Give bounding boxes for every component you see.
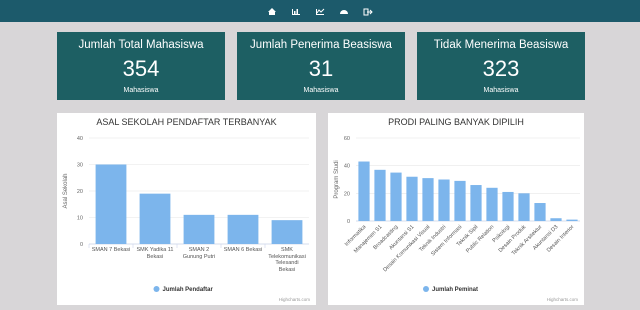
bar <box>406 176 418 221</box>
bar <box>454 180 466 221</box>
bar <box>183 214 215 244</box>
navbar <box>0 0 640 22</box>
bar <box>390 172 402 221</box>
bar-icon[interactable] <box>292 9 300 15</box>
y-tick-label: 40 <box>77 136 83 142</box>
x-tick-label-box: SMAN 2 Gunung Putri <box>182 247 216 260</box>
bar <box>502 191 514 221</box>
card-unit: Mahasiswa <box>123 87 159 94</box>
bar <box>518 193 530 221</box>
stat-card: Jumlah Total Mahasiswa 354 Mahasiswa <box>57 32 225 100</box>
y-tick-label: 40 <box>344 164 350 170</box>
bar <box>486 187 498 221</box>
y-axis-title: Program Studi <box>334 160 340 198</box>
y-tick-label: 20 <box>344 191 350 197</box>
bar <box>550 218 562 221</box>
nav-icons <box>268 8 373 16</box>
card-value: 354 <box>122 56 160 81</box>
bar <box>422 178 434 221</box>
x-tick-label: SMK Yadika 11 Bekasi <box>136 247 174 260</box>
x-tick-label: SMAN 2 Gunung Putri <box>182 247 216 260</box>
bar <box>534 203 546 221</box>
y-axis-title: Asal Sekolah <box>63 173 69 208</box>
chart-panel: PRODI PALING BANYAK DIPILIH Program Studi… <box>328 113 584 305</box>
bar <box>95 164 127 244</box>
y-tick-label: 60 <box>344 136 350 142</box>
line-icon[interactable] <box>316 8 325 15</box>
stat-card: Jumlah Penerima Beasiswa 31 Mahasiswa <box>237 32 405 100</box>
legend-label: Jumlah Peminat <box>432 287 478 293</box>
legend-symbol <box>423 286 429 292</box>
legend-symbol <box>153 286 160 292</box>
y-tick-label: 20 <box>77 189 83 195</box>
gauge-icon[interactable] <box>340 10 348 14</box>
y-tick-label: 0 <box>347 219 350 225</box>
card-value: 31 <box>308 56 334 81</box>
chart: PRODI PALING BANYAK DIPILIH Program Studi… <box>334 117 580 302</box>
logout-icon[interactable] <box>363 8 373 16</box>
chart-title: ASAL SEKOLAH PENDAFTAR TERBANYAK <box>96 117 276 127</box>
card-value: 323 <box>482 56 520 81</box>
chart-title: PRODI PALING BANYAK DIPILIH <box>388 117 524 127</box>
legend-label: Jumlah Pendaftar <box>163 287 214 293</box>
stat-card: Tidak Menerima Beasiswa 323 Mahasiswa <box>417 32 585 100</box>
x-tick-label: SMK Telekomunikasi Telesandi Bekasi <box>268 247 306 273</box>
y-tick-label: 0 <box>80 242 83 248</box>
bar <box>271 220 303 244</box>
x-tick-label-box: SMAN 6 Bekasi <box>223 247 263 253</box>
bar <box>374 169 386 221</box>
credit: Highcharts.com <box>547 297 579 302</box>
x-tick-label-box: SMK Telekomunikasi Telesandi Bekasi <box>268 247 306 273</box>
home-icon[interactable] <box>268 8 276 15</box>
card-title: Jumlah Total Mahasiswa <box>78 39 204 51</box>
bar <box>358 161 370 221</box>
card-title: Tidak Menerima Beasiswa <box>433 39 569 51</box>
y-tick-label: 10 <box>77 216 83 222</box>
card-unit: Mahasiswa <box>303 87 339 94</box>
x-tick-label: SMAN 7 Bekasi <box>91 247 131 253</box>
x-tick-label-box: SMK Yadika 11 Bekasi <box>136 247 174 260</box>
x-tick-label: SMAN 6 Bekasi <box>223 247 263 253</box>
bar <box>470 185 482 221</box>
card-title: Jumlah Penerima Beasiswa <box>250 39 392 51</box>
x-tick-label-box: SMAN 7 Bekasi <box>91 247 131 253</box>
chart-panel: ASAL SEKOLAH PENDAFTAR TERBANYAK Asal Sek… <box>57 113 316 305</box>
y-tick-label: 30 <box>77 163 83 169</box>
bar <box>566 219 578 221</box>
card-unit: Mahasiswa <box>483 87 519 94</box>
bar <box>139 193 171 244</box>
bar <box>438 179 450 221</box>
chart: ASAL SEKOLAH PENDAFTAR TERBANYAK Asal Sek… <box>63 117 311 302</box>
bar <box>227 214 259 244</box>
credit: Highcharts.com <box>279 297 311 302</box>
